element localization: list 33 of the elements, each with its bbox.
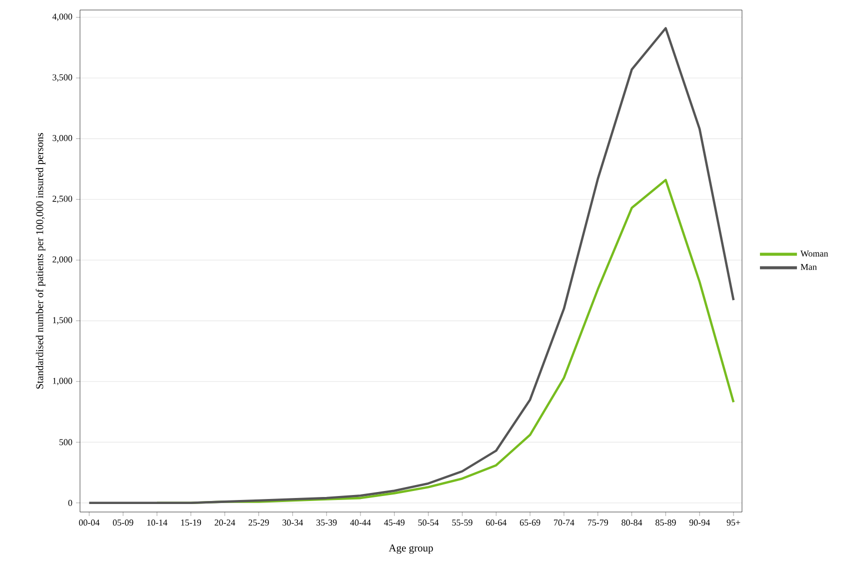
x-tick-label: 40-44 [350, 520, 371, 526]
legend-label: Woman [800, 250, 828, 257]
y-tick-label: 500 [59, 439, 72, 446]
x-tick-label: 20-24 [214, 520, 236, 526]
x-tick-label: 95+ [726, 520, 740, 526]
y-tick-label: 4,000 [52, 14, 72, 21]
x-tick-label: 85-89 [656, 520, 676, 526]
y-tick-label: 2,500 [52, 196, 72, 204]
x-tick-label: 80-84 [622, 520, 642, 526]
x-tick-label: 05-09 [112, 520, 134, 526]
legend-label: Man [800, 264, 817, 270]
x-tick-label: 45-49 [384, 520, 405, 526]
x-tick-label: 25-29 [248, 520, 269, 526]
x-tick-label: 75-79 [588, 520, 608, 526]
y-tick-label: 3,500 [52, 74, 72, 82]
x-tick-label: 30-34 [282, 520, 303, 526]
x-tick-label: 60-64 [486, 520, 506, 526]
y-tick-label: 2,000 [52, 256, 72, 264]
x-tick-label: 10-14 [147, 520, 168, 526]
y-tick-label: 1,500 [53, 317, 72, 324]
y-tick-label: 1,000 [53, 378, 72, 386]
x-tick-label: 55-59 [452, 520, 472, 526]
x-tick-label: 50-54 [418, 520, 439, 526]
y-axis-title: Standardised number of patients per 100,000 insured persons [36, 133, 46, 389]
y-tick-label: 3,000 [52, 134, 72, 142]
x-tick-label: 00-04 [79, 520, 100, 526]
y-tick-label: 0 [68, 500, 72, 506]
x-tick-label: 90-94 [689, 520, 710, 526]
x-tick-label: 35-39 [316, 520, 337, 526]
x-tick-label: 70-74 [554, 520, 574, 526]
x-tick-label: 65-69 [520, 520, 540, 526]
x-axis-title: Age group [388, 544, 433, 554]
x-tick-label: 15-19 [181, 520, 202, 526]
